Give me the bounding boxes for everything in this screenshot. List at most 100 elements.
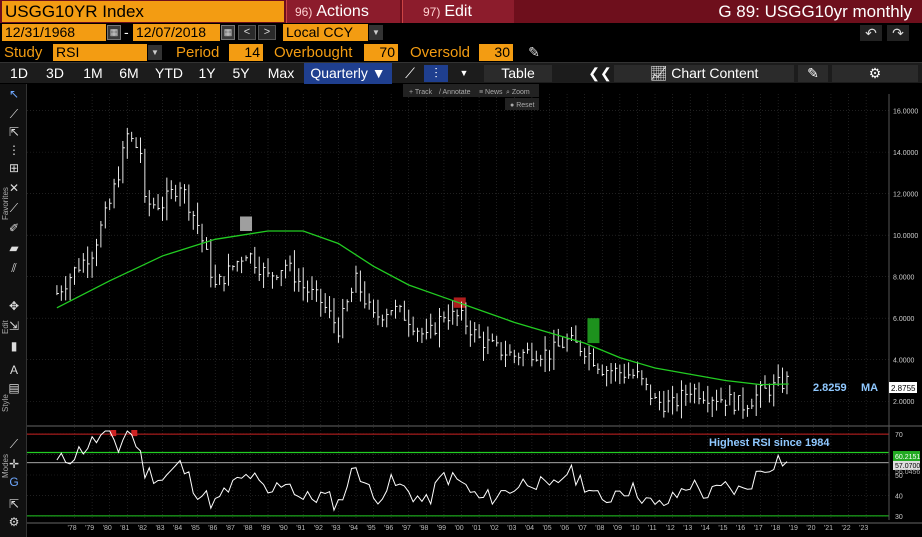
mode-icon[interactable]: G [9,475,19,489]
ma-tag-label: MA [861,382,878,394]
trash-icon[interactable]: ▮ [10,339,18,353]
period-ytd[interactable]: YTD [155,65,183,81]
x-tick-label: '94 [349,525,358,532]
calendar-icon[interactable]: ▦ [221,25,235,40]
x-tick-label: '81 [120,525,129,532]
crosshair-icon[interactable]: ✛ [8,457,20,471]
edit-menu[interactable]: 97) Edit [402,0,514,23]
period-1d[interactable]: 1D [10,65,28,81]
style-icon[interactable]: ▤ [8,381,20,395]
track-tool[interactable]: + Track [409,89,433,96]
ticker-field[interactable]: USGG10YR Index [2,1,284,22]
x-tick-label: '80 [103,525,112,532]
period-3d[interactable]: 3D [46,65,64,81]
chart-title: G 89: USGG10yr monthly [718,2,912,21]
period-row: 1D 3D 1M 6M YTD 1Y 5Y Max Quarterly ▼ ⟋ … [0,62,922,84]
gear-icon[interactable]: ⚙ [832,65,918,82]
price-rsi-chart[interactable]: '78 '79 '80 '81 '82 '83 '84 '85 '86 '87 '88 '89 '90 '… [27,84,922,537]
trendline-icon[interactable]: ⟋ [9,107,19,121]
ma-value-label: 2.8259 [813,382,847,394]
cursor-icon[interactable]: ↖ [8,87,20,101]
price-tick-label: 8.0000 [893,275,915,282]
x-tick-label: '00 [455,525,464,532]
eraser-icon[interactable]: ▰ [9,241,19,255]
zoom-tool[interactable]: ⌕ Zoom [506,89,530,96]
fib-icon[interactable]: ⋮ [8,143,20,157]
x-tick-label: '19 [789,525,798,532]
x-tick-label: '21 [824,525,833,532]
chevron-left-icon[interactable]: < [238,25,256,40]
chevron-down-icon[interactable]: ▼ [148,45,162,60]
x-tick-label: '82 [138,525,147,532]
period-6m[interactable]: 6M [119,65,139,81]
title-bar: USGG10YR Index 96) Actions 97) Edit G 89: … [0,0,922,23]
date-range-row: 12/31/1968 ▦ - 12/07/2018 ▦ < > Local CC… [0,23,922,42]
price-tick-label: 12.0000 [893,192,918,199]
annotate-tool[interactable]: / Annotate [439,89,471,96]
x-tick-label: '09 [613,525,622,532]
overbought-input[interactable]: 70 [364,44,398,61]
news-tool[interactable]: ≡ News [479,89,503,96]
x-tick-label: '16 [736,525,745,532]
expand-icon[interactable]: ⇱ [8,497,20,511]
rsi-tick-label: 30 [895,514,903,521]
x-tick-label: '17 [754,525,763,532]
start-date-input[interactable]: 12/31/1968 [2,24,106,41]
period-input[interactable]: 14 [229,44,263,61]
period-1m[interactable]: 1M [83,65,103,81]
x-tick-label: '95 [367,525,376,532]
price-tick-label: 16.0000 [893,109,918,116]
period-1y[interactable]: 1Y [198,65,216,81]
x-tick-label: '18 [771,525,780,532]
currency-select[interactable]: Local CCY [283,24,368,41]
end-date-input[interactable]: 12/07/2018 [133,24,220,41]
chevron-right-icon[interactable]: > [258,25,276,40]
line-chart-icon[interactable]: ⟋ [398,65,422,82]
brush-icon[interactable]: ⟋ [9,201,19,215]
table-button[interactable]: Table [484,65,552,82]
actions-menu[interactable]: 96) Actions [286,0,400,23]
bar-chart-icon[interactable]: ⫶ [424,65,448,82]
settings-icon[interactable]: ⚙ [8,515,20,529]
chart-content-button[interactable]: 📈︎ Chart Content [614,65,794,82]
period-max[interactable]: Max [267,65,295,81]
overbought-marker [110,430,117,437]
price-tick-label: 6.0000 [893,316,915,323]
select-icon[interactable]: ⇲ [8,319,20,333]
x-tick-label: '85 [191,525,200,532]
pan-icon[interactable]: ⇱ [8,125,20,139]
overbought-label: Overbought [274,44,353,61]
move-icon[interactable]: ✥ [8,299,20,313]
undo-icon[interactable]: ↶ [860,25,882,41]
x-tick-label: '06 [560,525,569,532]
pen-icon[interactable]: ✎ [528,44,540,60]
channel-icon[interactable]: ⫽ [11,261,17,275]
chevron-down-icon[interactable]: ▼ [369,25,383,40]
x-tick-label: '23 [859,525,868,532]
edit-chart-icon[interactable]: ✎ [798,65,828,82]
draw-icon[interactable]: ⟋ [9,437,19,451]
x-tick-label: '98 [419,525,428,532]
actions-label: Actions [316,3,369,20]
calendar-icon[interactable]: ▦ [107,25,121,40]
reset-button[interactable]: ● Reset [510,102,535,109]
double-chevron-left-icon[interactable]: ❮❮ [588,65,612,82]
pencil-icon[interactable]: ✐ [8,221,20,235]
frequency-select[interactable]: Quarterly ▼ [304,63,392,84]
left-toolbar: ↖ ⟋ ⇱ ⋮ ⊞ ✕ ⟋ ✐ ▰ ⫽ ✥ ⇲ ▮ A ▤ ⟋ ✛ G ⇱ ⚙ … [0,84,27,537]
edit-side-label: Edit [1,320,10,334]
text-tool-icon[interactable]: ⊞ [8,161,20,175]
x-tick-label: '78 [67,525,76,532]
period-5y[interactable]: 5Y [232,65,250,81]
ray-icon[interactable]: ✕ [8,181,20,195]
reset-background [505,98,539,110]
chart-grid [27,94,889,520]
font-icon[interactable]: A [9,363,18,377]
study-select[interactable]: RSI [53,44,147,61]
chart-toolbar-background [403,84,539,97]
x-tick-label: '05 [542,525,551,532]
rsi-tick-label: 70 [895,432,903,439]
chevron-down-icon[interactable]: ▼ [452,65,476,82]
oversold-input[interactable]: 30 [479,44,513,61]
redo-icon[interactable]: ↷ [887,25,909,41]
